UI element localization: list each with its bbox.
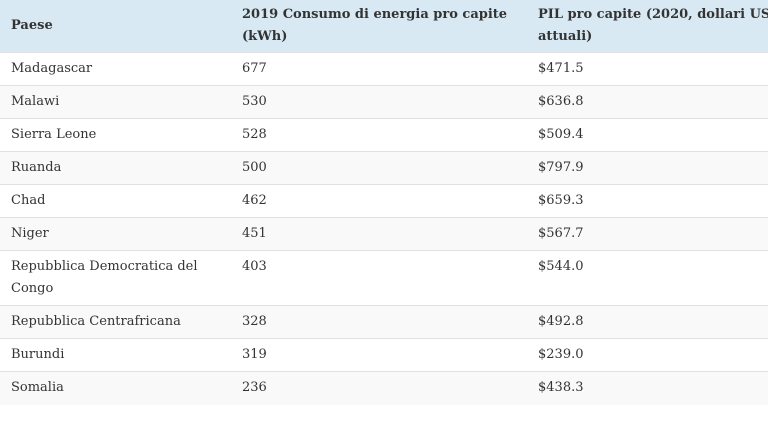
cell-gdp: $797.9	[527, 151, 768, 185]
cell-country: Repubblica Centrafricana	[0, 305, 231, 339]
cell-country: Chad	[0, 184, 231, 218]
cell-energy: 328	[231, 305, 527, 339]
cell-energy: 500	[231, 151, 527, 185]
cell-energy: 319	[231, 338, 527, 372]
cell-gdp: $509.4	[527, 118, 768, 152]
cell-gdp: $239.0	[527, 338, 768, 372]
header-energy-consumption: 2019 Consumo di energia pro capite (kWh)	[242, 7, 508, 44]
cell-gdp: $544.0	[527, 250, 768, 306]
table-row: Niger 451 $567.7	[0, 217, 768, 251]
table-row: Repubblica Centrafricana 328 $492.8	[0, 305, 768, 339]
cell-energy: 677	[231, 52, 527, 86]
table-row: Burundi 319 $239.0	[0, 338, 768, 372]
cell-country: Madagascar	[0, 52, 231, 86]
cell-country: Niger	[0, 217, 231, 251]
data-table-container: Paese 2019 Consumo di energia pro capite…	[0, 0, 768, 405]
table-row: Somalia 236 $438.3	[0, 371, 768, 405]
cell-gdp: $471.5	[527, 52, 768, 86]
cell-country: Burundi	[0, 338, 231, 372]
cell-gdp: $438.3	[527, 371, 768, 405]
cell-gdp: $567.7	[527, 217, 768, 251]
cell-energy: 462	[231, 184, 527, 218]
cell-energy: 530	[231, 85, 527, 119]
cell-gdp: $636.8	[527, 85, 768, 119]
table-row: Chad 462 $659.3	[0, 184, 768, 218]
table-header-row: Paese 2019 Consumo di energia pro capite…	[0, 0, 768, 53]
table-row: Malawi 530 $636.8	[0, 85, 768, 119]
cell-energy: 236	[231, 371, 527, 405]
cell-country: Sierra Leone	[0, 118, 231, 152]
cell-energy: 451	[231, 217, 527, 251]
table-row: Sierra Leone 528 $509.4	[0, 118, 768, 152]
header-country: Paese	[11, 18, 53, 33]
header-gdp-per-capita: PIL pro capite (2020, dollari USA attual…	[538, 7, 768, 44]
cell-gdp: $492.8	[527, 305, 768, 339]
cell-energy: 528	[231, 118, 527, 152]
cell-gdp: $659.3	[527, 184, 768, 218]
table-row: Madagascar 677 $471.5	[0, 52, 768, 86]
cell-country: Malawi	[0, 85, 231, 119]
cell-energy: 403	[231, 250, 527, 306]
table-row: Repubblica Democratica del Congo 403 $54…	[0, 250, 768, 306]
energy-gdp-table: Paese 2019 Consumo di energia pro capite…	[0, 0, 768, 405]
cell-country: Ruanda	[0, 151, 231, 185]
cell-country: Somalia	[0, 371, 231, 405]
table-row: Ruanda 500 $797.9	[0, 151, 768, 185]
cell-country: Repubblica Democratica del Congo	[0, 250, 231, 306]
